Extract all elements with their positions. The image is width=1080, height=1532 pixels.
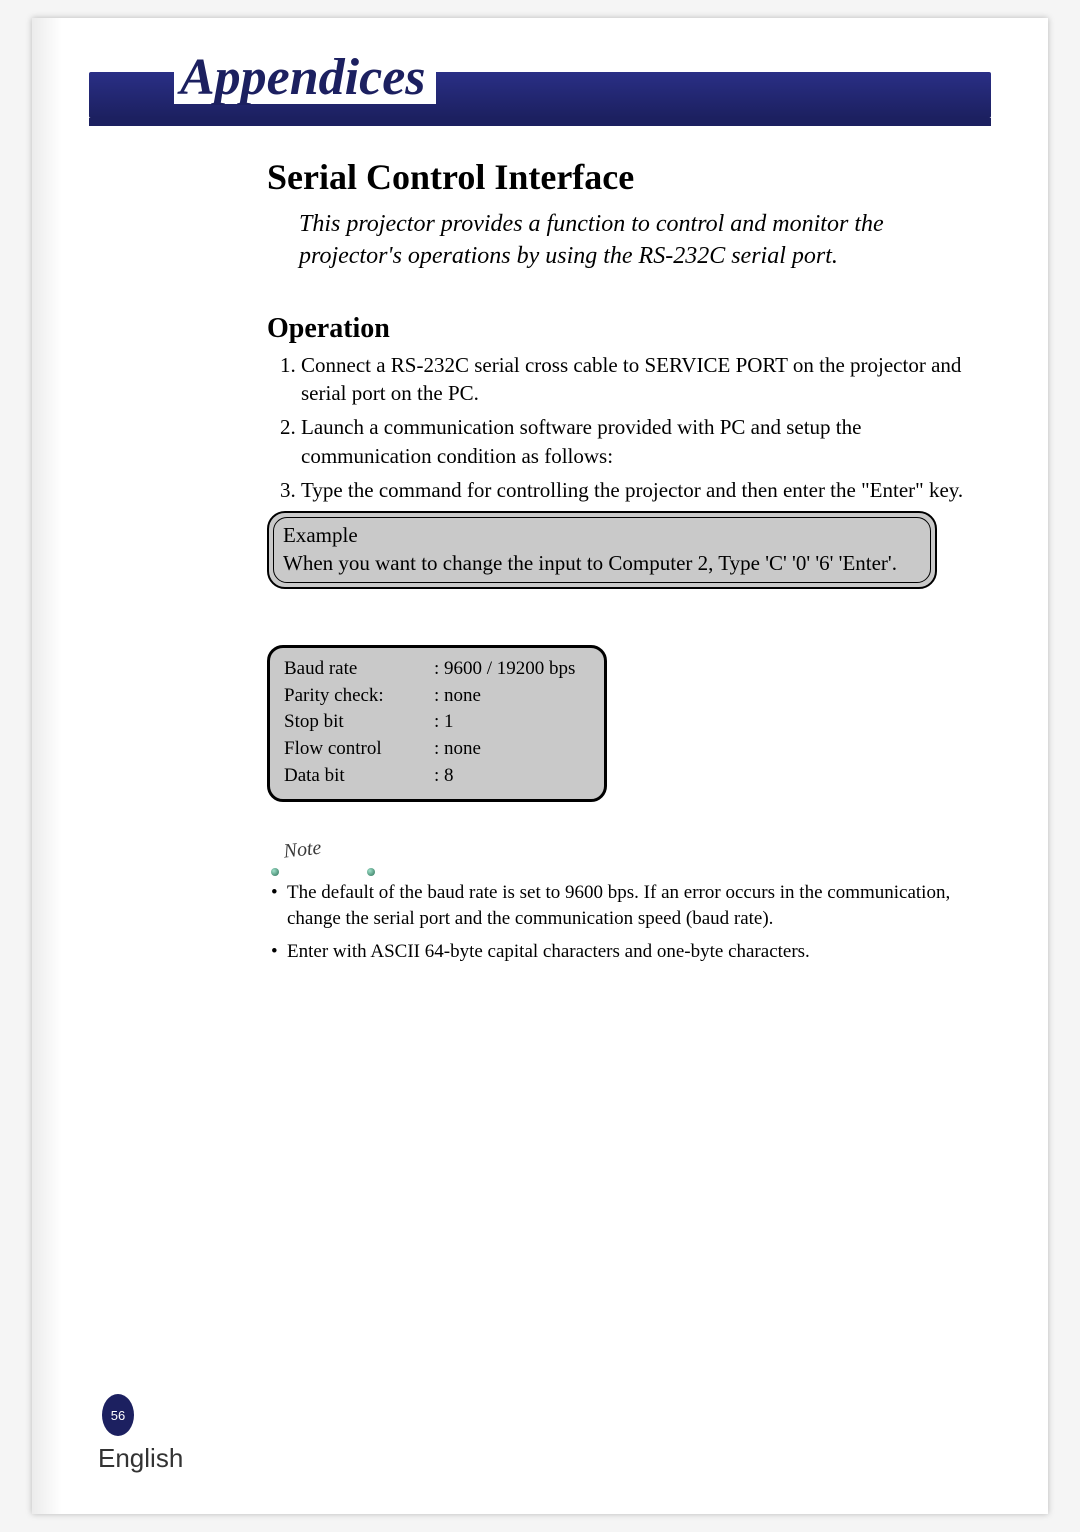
manual-page: Appendices Serial Control Interface This… [32,18,1048,1514]
settings-value: none [434,683,481,710]
note-label: Note [271,842,967,874]
footer-language: English [98,1443,183,1474]
settings-row: Stop bit 1 [284,709,590,736]
note-item: Enter with ASCII 64-byte capital charact… [267,939,967,965]
section-title: Serial Control Interface [267,156,967,198]
settings-row: Flow control none [284,736,590,763]
settings-key: Parity check: [284,683,434,710]
operation-heading: Operation [267,313,967,345]
operation-step: Type the command for controlling the pro… [301,476,967,504]
note-label-text: Note [269,837,323,865]
banner-title: Appendices [174,52,436,104]
settings-value: 1 [434,709,454,736]
settings-key: Data bit [284,763,434,790]
note-item: The default of the baud rate is set to 9… [267,880,967,931]
example-box: Example When you want to change the inpu… [267,511,937,590]
banner-underline [89,118,991,126]
operation-step: Connect a RS-232C serial cross cable to … [301,351,967,408]
settings-key: Stop bit [284,709,434,736]
settings-row: Data bit 8 [284,763,590,790]
settings-value: 8 [434,763,454,790]
example-body: When you want to change the input to Com… [283,549,921,577]
page-number: 56 [111,1408,125,1423]
page-number-badge: 56 [102,1394,134,1436]
note-list: The default of the baud rate is set to 9… [267,880,967,965]
section-intro: This projector provides a function to co… [267,208,967,273]
settings-key: Flow control [284,736,434,763]
settings-key: Baud rate [284,656,434,683]
settings-row: Parity check: none [284,683,590,710]
settings-value: 9600 / 19200 bps [434,656,575,683]
settings-value: none [434,736,481,763]
settings-row: Baud rate 9600 / 19200 bps [284,656,590,683]
example-title: Example [283,521,921,549]
operation-step: Launch a communication software provided… [301,413,967,470]
content-area: Serial Control Interface This projector … [267,156,967,973]
operation-steps: Connect a RS-232C serial cross cable to … [267,351,967,505]
serial-settings-box: Baud rate 9600 / 19200 bps Parity check:… [267,645,607,802]
